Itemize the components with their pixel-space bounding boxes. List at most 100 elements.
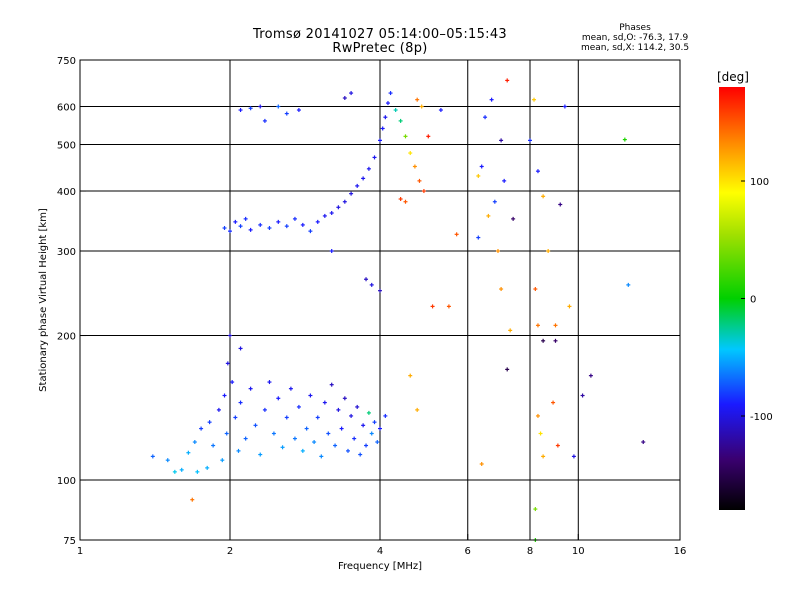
data-point <box>483 115 488 120</box>
data-point <box>372 155 377 160</box>
data-point <box>243 216 248 221</box>
data-point <box>262 118 267 123</box>
data-point <box>322 400 327 405</box>
data-point <box>369 431 374 436</box>
data-point <box>499 287 504 292</box>
data-point <box>383 115 388 120</box>
data-point <box>479 461 484 466</box>
colorbar-tick-label: -100 <box>750 412 773 423</box>
data-point <box>366 410 371 415</box>
y-tick-label: 100 <box>57 476 76 487</box>
data-point <box>308 393 313 398</box>
data-point <box>398 118 403 123</box>
data-point <box>476 173 481 178</box>
data-point <box>383 413 388 418</box>
data-point <box>205 465 210 470</box>
data-point <box>276 396 281 401</box>
data-point <box>236 448 241 453</box>
data-point <box>551 400 556 405</box>
data-point <box>195 469 200 474</box>
x-tick-label: 6 <box>465 546 471 557</box>
data-point <box>276 219 281 224</box>
data-point <box>315 219 320 224</box>
data-point <box>511 216 516 221</box>
data-point <box>258 222 263 227</box>
data-point <box>622 137 627 142</box>
data-point <box>222 226 227 231</box>
data-point <box>349 191 354 196</box>
data-point <box>253 423 258 428</box>
data-point <box>336 205 341 210</box>
data-point <box>336 407 341 412</box>
data-point <box>216 407 221 412</box>
data-point <box>535 169 540 174</box>
data-point <box>276 104 281 109</box>
data-point <box>355 183 360 188</box>
data-point <box>322 213 327 218</box>
y-tick-label: 500 <box>57 141 76 152</box>
data-point <box>364 277 369 282</box>
data-point <box>541 338 546 343</box>
data-point <box>580 393 585 398</box>
data-point <box>190 497 195 502</box>
data-point <box>300 448 305 453</box>
data-point <box>329 211 334 216</box>
data-point <box>558 202 563 207</box>
data-point <box>300 222 305 227</box>
data-point <box>228 229 232 234</box>
x-tick-label: 1 <box>77 546 83 557</box>
data-point <box>345 448 350 453</box>
data-point <box>233 219 238 224</box>
x-tick-label: 16 <box>674 546 687 557</box>
data-point <box>296 404 301 409</box>
y-tick-label: 200 <box>57 332 76 343</box>
y-axis-label: Stationary phase Virtual Height [km] <box>38 208 49 392</box>
data-point <box>358 452 363 457</box>
data-point <box>292 436 297 441</box>
y-tick-label: 400 <box>57 187 76 198</box>
data-point <box>454 232 459 237</box>
data-point <box>505 78 510 83</box>
data-point <box>553 338 558 343</box>
data-point <box>304 426 309 431</box>
data-point <box>562 104 567 109</box>
x-tick-label: 8 <box>527 546 533 557</box>
data-point <box>555 443 560 448</box>
data-point <box>502 178 507 183</box>
data-points <box>150 78 646 542</box>
data-point <box>588 373 593 378</box>
data-point <box>225 361 230 366</box>
data-point <box>292 216 297 221</box>
data-point <box>312 440 317 445</box>
data-point <box>366 166 371 171</box>
data-point <box>378 138 382 143</box>
data-point <box>567 304 572 309</box>
data-point <box>486 213 491 218</box>
data-point <box>361 176 366 181</box>
data-point <box>284 415 289 420</box>
data-point <box>199 426 204 431</box>
data-point <box>228 333 232 338</box>
data-point <box>438 108 443 113</box>
data-point <box>419 104 424 109</box>
data-point <box>258 452 263 457</box>
data-point <box>238 224 243 229</box>
data-point <box>192 440 197 445</box>
data-point <box>186 450 191 455</box>
data-point <box>238 346 243 351</box>
colorbar-label: [deg] <box>717 70 749 84</box>
data-point <box>417 178 422 183</box>
data-point <box>533 287 538 292</box>
data-point <box>375 440 380 445</box>
y-axis-ticks: 75 100 200 300 400 500 600 750 <box>57 56 86 547</box>
data-point <box>222 393 227 398</box>
data-point <box>150 454 155 459</box>
y-tick-label: 75 <box>63 536 76 547</box>
grid-lines <box>80 60 680 540</box>
data-point <box>224 431 229 436</box>
chart-title: Tromsø 20141027 05:14:00–05:15:43 <box>252 27 508 42</box>
data-point <box>329 382 334 387</box>
data-point <box>315 415 320 420</box>
data-point <box>541 454 546 459</box>
